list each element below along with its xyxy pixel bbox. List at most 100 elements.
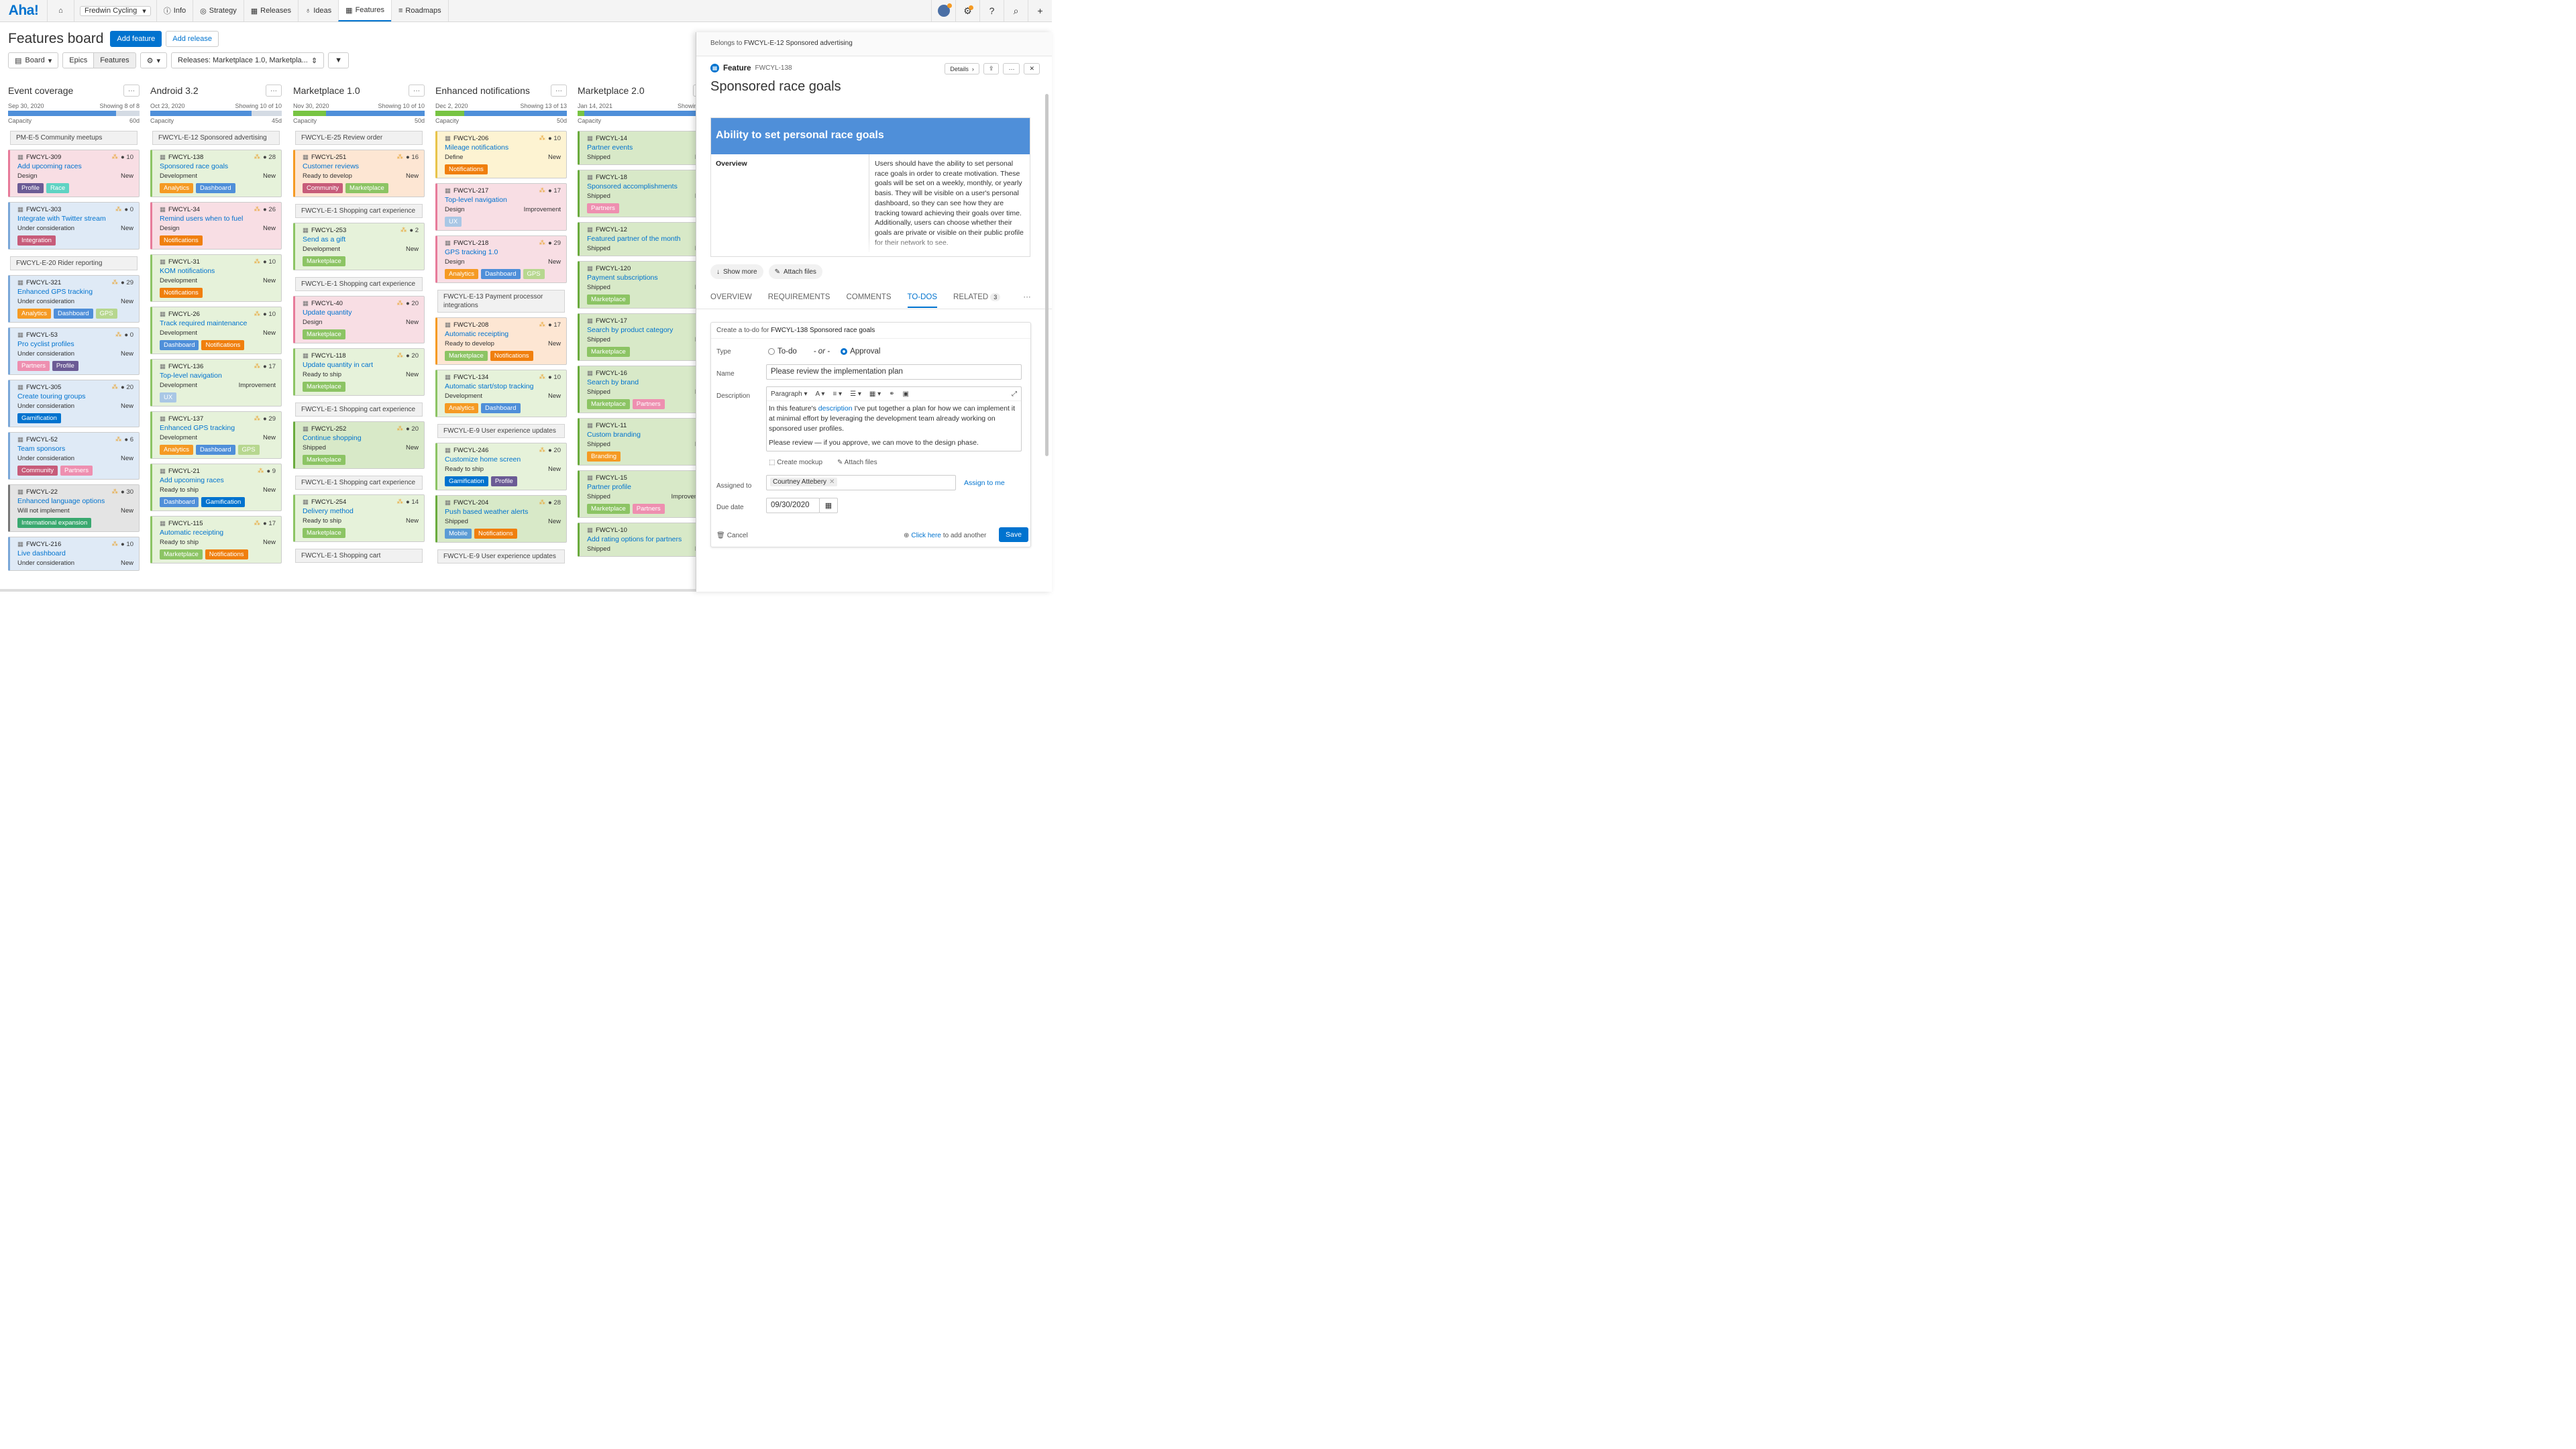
- feature-card[interactable]: ▦ FWCYL-218 ⁂ ● 29 GPS tracking 1.0 Design New…: [435, 235, 567, 283]
- feature-title[interactable]: Sponsored accomplishments: [587, 182, 678, 191]
- feature-title[interactable]: Update quantity: [303, 309, 352, 317]
- feature-card[interactable]: ▦ FWCYL-253 ⁂ ● 2 Send as a gift Development N…: [293, 223, 425, 270]
- feature-title[interactable]: Top-level navigation: [445, 196, 507, 204]
- feature-title[interactable]: Sponsored race goals: [160, 162, 229, 170]
- nav-info[interactable]: ⓘ Info: [156, 0, 193, 21]
- feature-card[interactable]: ▦ FWCYL-31 ⁂ ● 10 KOM notifications Developme…: [150, 254, 282, 302]
- feature-card[interactable]: ▦ FWCYL-204 ⁂ ● 28 Push based weather alerts…: [435, 495, 567, 543]
- feature-title[interactable]: Featured partner of the month: [587, 235, 681, 243]
- feature-card[interactable]: ▦ FWCYL-118 ⁂ ● 20 Update quantity in cart Re…: [293, 348, 425, 396]
- tag[interactable]: Dashboard: [196, 183, 235, 193]
- panel-scrollbar[interactable]: [1045, 94, 1049, 456]
- feature-card[interactable]: ▦FWCYL-18⁂Sponsored accomplishments Shipp…: [578, 170, 699, 217]
- tag[interactable]: Dashboard: [160, 497, 199, 507]
- tag[interactable]: Partners: [60, 466, 93, 476]
- feature-title[interactable]: Search by brand: [587, 378, 639, 386]
- feature-title[interactable]: Custom branding: [587, 431, 641, 439]
- feature-card[interactable]: ▦ FWCYL-34 ⁂ ● 26 Remind users when to fuel D…: [150, 202, 282, 250]
- save-button[interactable]: Save: [999, 527, 1028, 542]
- column-menu-button[interactable]: ···: [409, 85, 425, 97]
- tag[interactable]: Marketplace: [445, 351, 488, 361]
- todo-name-input[interactable]: Please review the implementation plan: [766, 364, 1022, 380]
- epic-group-header[interactable]: FWCYL-E-13 Payment processor integration…: [437, 290, 565, 313]
- assign-to-me-link[interactable]: Assign to me: [964, 479, 1005, 487]
- feature-title[interactable]: Automatic start/stop tracking: [445, 382, 534, 390]
- more-button[interactable]: ···: [1003, 63, 1020, 74]
- epic-group-header[interactable]: FWCYL-E-1 Shopping cart experience: [295, 476, 423, 490]
- tag[interactable]: Profile: [52, 361, 78, 371]
- feature-card[interactable]: ▦ FWCYL-309 ⁂ ● 10 Add upcoming races Design N…: [8, 150, 140, 197]
- feature-card[interactable]: ▦ FWCYL-26 ⁂ ● 10 Track required maintenance…: [150, 307, 282, 354]
- feature-title[interactable]: Customer reviews: [303, 162, 360, 170]
- column-title[interactable]: Android 3.2: [150, 85, 199, 96]
- click-here-link[interactable]: Click here: [911, 532, 941, 539]
- tab-todos[interactable]: TO-DOS: [907, 293, 938, 308]
- image-icon[interactable]: ▣: [902, 390, 909, 398]
- tag[interactable]: Analytics: [17, 309, 52, 319]
- feature-title[interactable]: Sponsored race goals: [710, 79, 841, 94]
- tag[interactable]: Marketplace: [303, 528, 345, 538]
- tag[interactable]: Dashboard: [54, 309, 93, 319]
- tab-overview[interactable]: OVERVIEW: [710, 293, 752, 301]
- nav-ideas[interactable]: ♁ Ideas: [297, 0, 338, 21]
- feature-title[interactable]: Team sponsors: [17, 445, 66, 453]
- tag[interactable]: Analytics: [445, 403, 479, 413]
- tag[interactable]: Integration: [17, 235, 56, 246]
- tag[interactable]: Marketplace: [345, 183, 388, 193]
- feature-title[interactable]: Live dashboard: [17, 549, 66, 557]
- column-title[interactable]: Enhanced notifications: [435, 85, 530, 96]
- feature-title[interactable]: Enhanced GPS tracking: [17, 288, 93, 296]
- feature-card[interactable]: ▦ FWCYL-52 ⁂ ● 6 Team sponsors Under consider…: [8, 432, 140, 480]
- editor-body[interactable]: In this feature's description I've put t…: [767, 401, 1021, 451]
- tag[interactable]: Dashboard: [481, 269, 521, 279]
- tab-related[interactable]: RELATED 3: [953, 293, 1001, 308]
- feature-title[interactable]: Enhanced language options: [17, 497, 105, 505]
- feature-title[interactable]: Top-level navigation: [160, 372, 222, 380]
- tag[interactable]: Notifications: [205, 549, 248, 559]
- tag[interactable]: Analytics: [160, 183, 194, 193]
- feature-title[interactable]: Payment subscriptions: [587, 274, 658, 282]
- feature-card[interactable]: ▦ FWCYL-208 ⁂ ● 17 Automatic receipting Ready…: [435, 317, 567, 365]
- feature-card[interactable]: ▦ FWCYL-206 ⁂ ● 10 Mileage notifications Defi…: [435, 131, 567, 178]
- feature-title[interactable]: Partner profile: [587, 483, 631, 491]
- tag[interactable]: UX: [445, 217, 462, 227]
- tag[interactable]: Notifications: [445, 164, 488, 174]
- help-button[interactable]: ?: [979, 0, 1004, 21]
- nav-strategy[interactable]: ◎ Strategy: [193, 0, 244, 21]
- table-icon[interactable]: ▦ ▾: [869, 390, 881, 398]
- todo-attach-files-button[interactable]: ✎ Attach files: [837, 459, 877, 466]
- feature-card[interactable]: ▦ FWCYL-216 ⁂ ● 10 Live dashboard Under consi…: [8, 537, 140, 571]
- feature-card[interactable]: ▦ FWCYL-136 ⁂ ● 17 Top-level navigation Devel…: [150, 359, 282, 407]
- expand-icon[interactable]: ⤢: [1012, 390, 1017, 398]
- column-title[interactable]: Event coverage: [8, 85, 74, 96]
- epic-group-header[interactable]: FWCYL-E-20 Rider reporting: [10, 256, 138, 270]
- feature-title[interactable]: Partner events: [587, 144, 633, 152]
- add-button[interactable]: +: [1028, 0, 1052, 21]
- feature-card[interactable]: ▦FWCYL-12⁂ Featured partner of the month S…: [578, 222, 699, 256]
- aha-logo[interactable]: Aha!: [8, 3, 39, 18]
- link-icon[interactable]: ⚭: [889, 390, 895, 398]
- feature-card[interactable]: ▦ FWCYL-134 ⁂ ● 10 Automatic start/stop trac…: [435, 370, 567, 417]
- tag[interactable]: Notifications: [490, 351, 533, 361]
- feature-title[interactable]: Delivery method: [303, 507, 354, 515]
- tag[interactable]: Dashboard: [196, 445, 235, 455]
- tag[interactable]: Community: [17, 466, 58, 476]
- calendar-button[interactable]: ▦: [819, 498, 838, 513]
- feature-title[interactable]: Create touring groups: [17, 392, 86, 400]
- board-view-select[interactable]: ▤ Board ▾: [8, 52, 59, 68]
- feature-card[interactable]: ▦ FWCYL-217 ⁂ ● 17 Top-level navigation Desig…: [435, 183, 567, 231]
- tag[interactable]: Marketplace: [587, 347, 630, 357]
- column-menu-button[interactable]: ···: [123, 85, 140, 97]
- tag[interactable]: GPS: [237, 445, 260, 455]
- feature-card[interactable]: ▦ FWCYL-246 ⁂ ● 20 Customize home screen Read…: [435, 443, 567, 490]
- nav-roadmaps[interactable]: ≡ Roadmaps: [390, 0, 449, 21]
- tag[interactable]: Marketplace: [303, 256, 345, 266]
- description-link[interactable]: description: [818, 405, 853, 413]
- feature-title[interactable]: Add upcoming races: [160, 476, 224, 484]
- feature-card[interactable]: ▦ FWCYL-22 ⁂ ● 30 Enhanced language options W…: [8, 484, 140, 532]
- feature-card[interactable]: ▦ FWCYL-138 ⁂ ● 28 Sponsored race goals Devel…: [150, 150, 282, 197]
- feature-title[interactable]: GPS tracking 1.0: [445, 248, 498, 256]
